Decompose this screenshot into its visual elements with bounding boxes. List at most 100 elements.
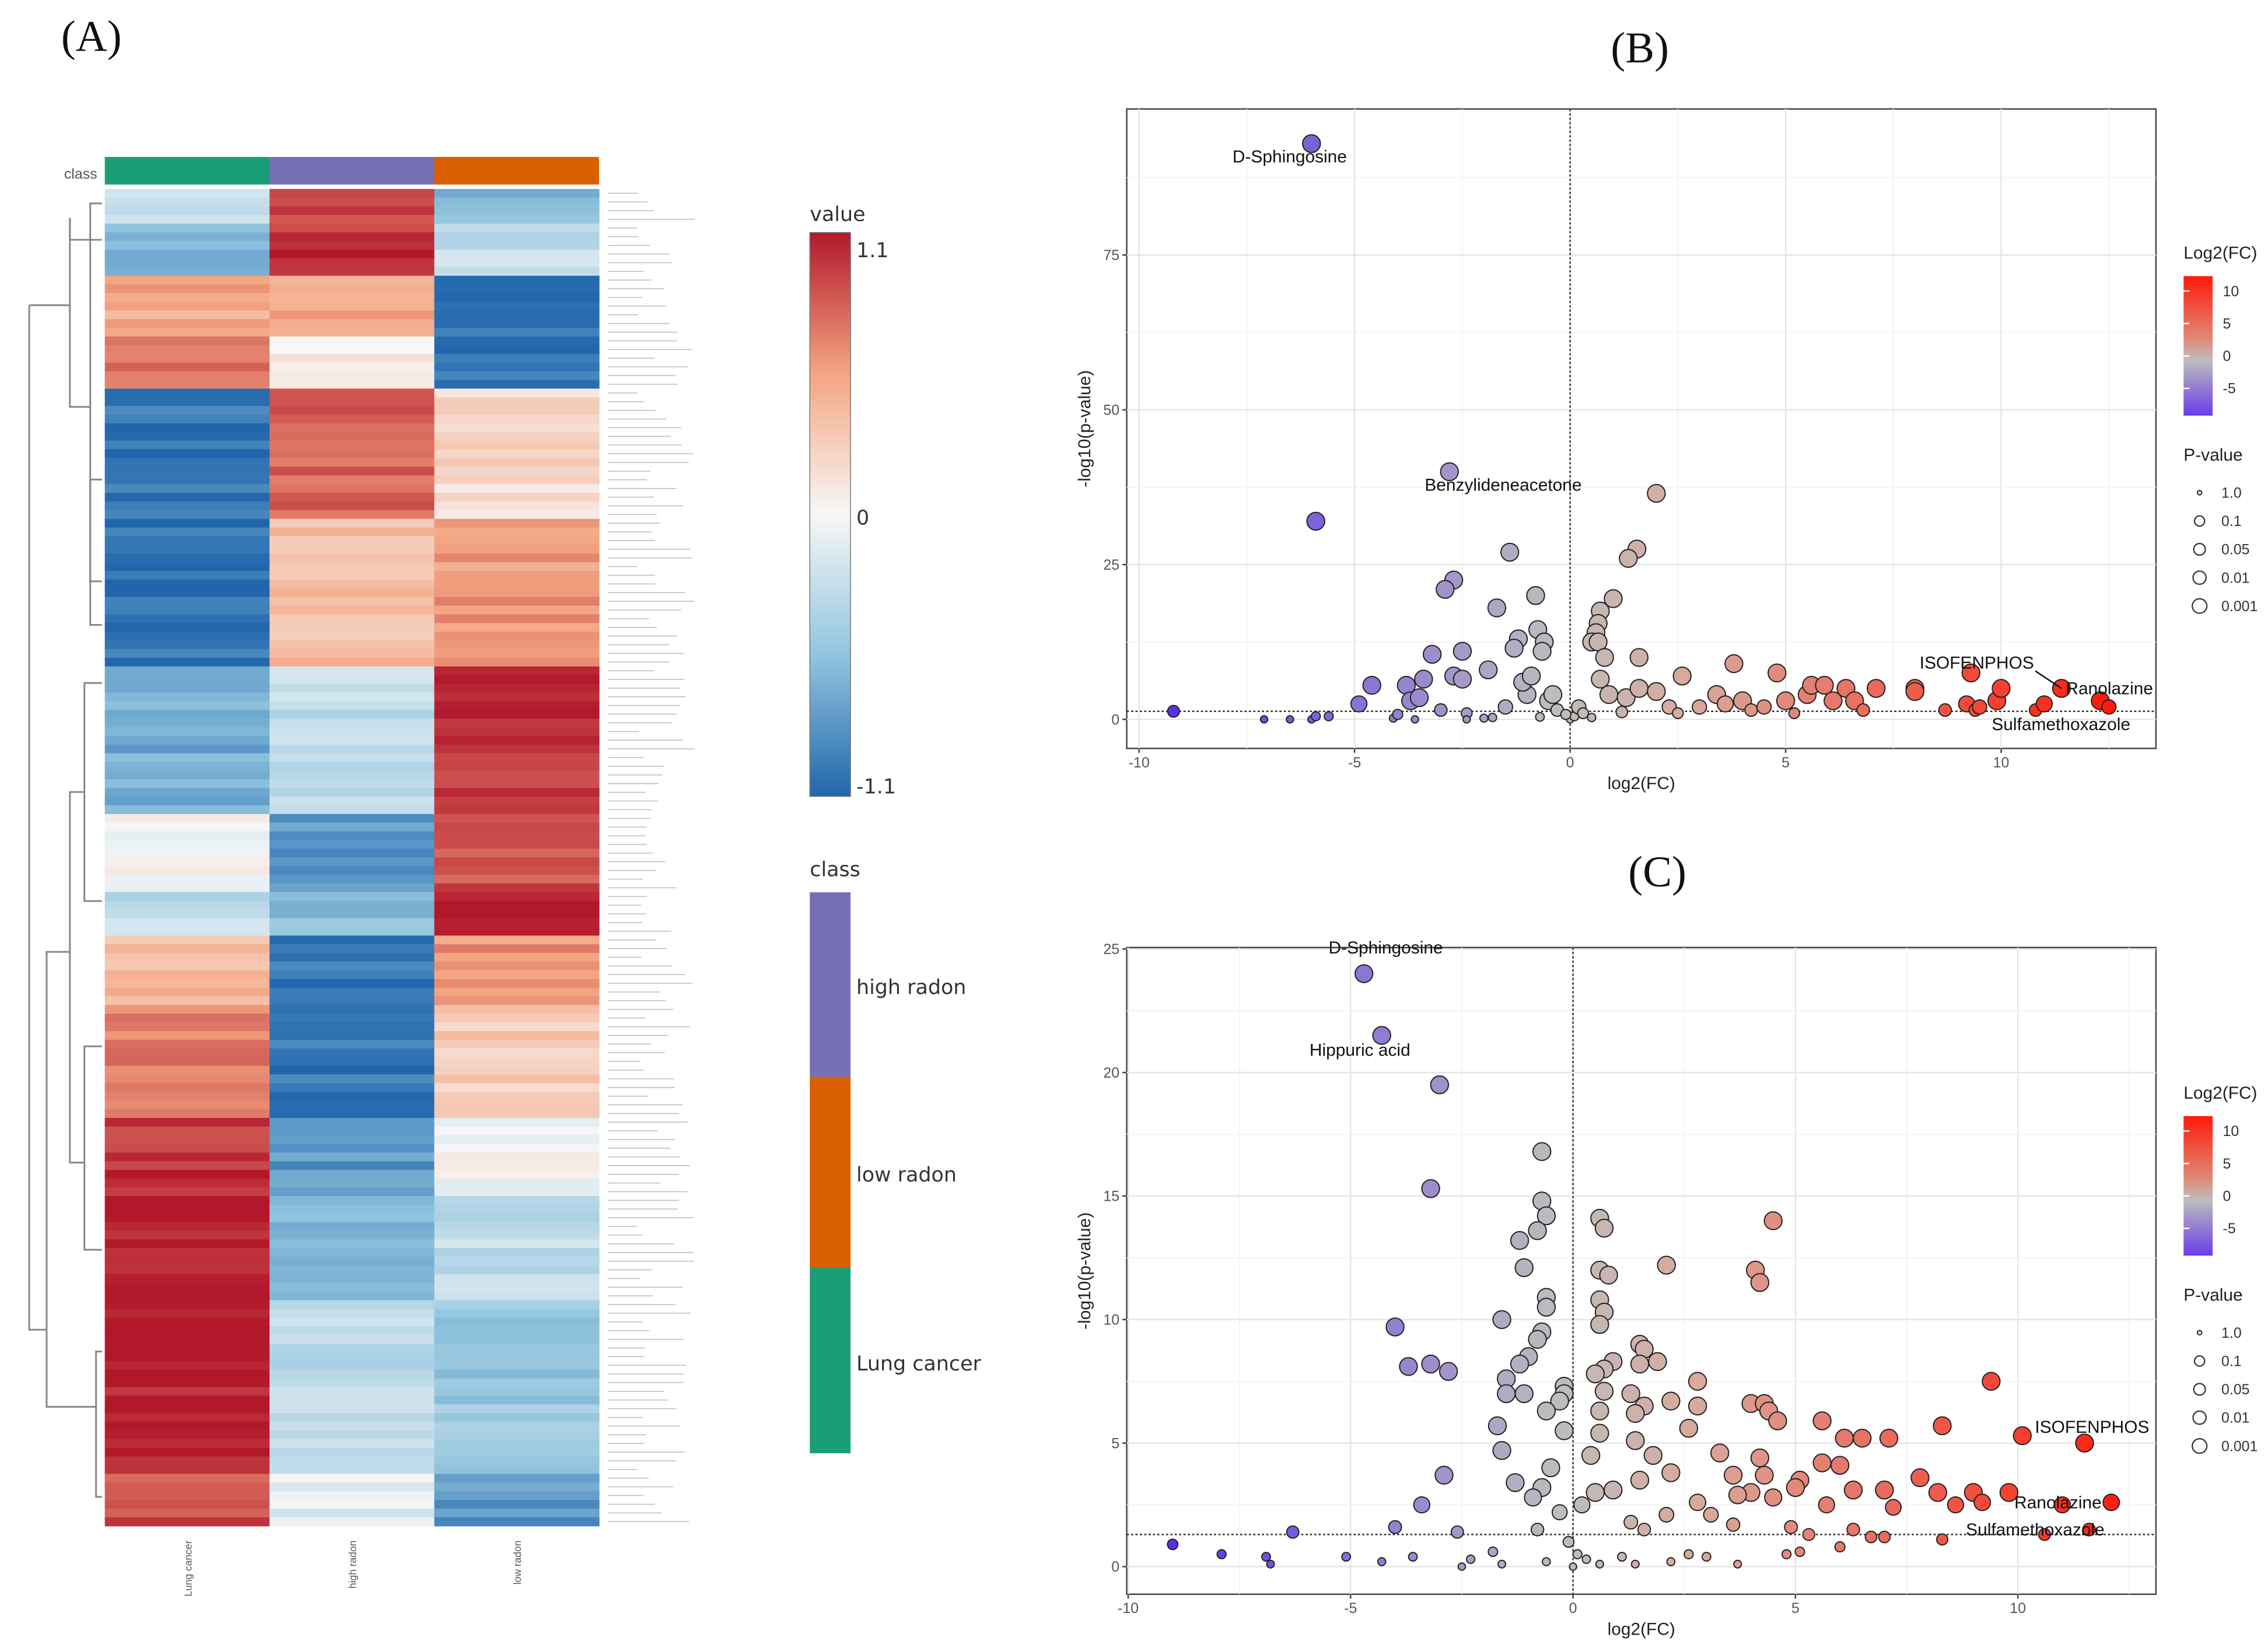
data-point bbox=[1710, 1443, 1730, 1463]
heatmap-cell bbox=[270, 1195, 435, 1205]
heatmap-cell bbox=[104, 1369, 270, 1379]
data-point bbox=[1604, 1480, 1623, 1500]
heatmap-cell bbox=[270, 979, 435, 988]
heatmap-cell bbox=[434, 987, 600, 997]
data-point bbox=[1728, 1485, 1747, 1505]
heatmap-cell bbox=[104, 1309, 270, 1319]
x-tick-label: 10 bbox=[1993, 755, 2010, 771]
heatmap-cell bbox=[270, 805, 435, 815]
heatmap-cell bbox=[270, 1447, 435, 1457]
heatmap-cell bbox=[104, 1135, 270, 1145]
data-point bbox=[1410, 715, 1419, 724]
heatmap-cell bbox=[434, 345, 600, 355]
data-point bbox=[1846, 1523, 1860, 1537]
heatmap-cell bbox=[434, 197, 600, 207]
point-annotation: ISOFENPHOS bbox=[2035, 1418, 2149, 1437]
heatmap-cell bbox=[270, 692, 435, 702]
heatmap-cell bbox=[434, 475, 600, 485]
heatmap-cell bbox=[270, 250, 435, 259]
data-point bbox=[1581, 1554, 1591, 1564]
heatmap-cell bbox=[434, 1005, 600, 1015]
heatmap-cell bbox=[270, 1057, 435, 1067]
heatmap-cell bbox=[270, 319, 435, 328]
data-point bbox=[1647, 682, 1666, 701]
data-point bbox=[1577, 707, 1590, 720]
heatmap-cell bbox=[434, 614, 600, 624]
heatmap-cell bbox=[270, 493, 435, 502]
heatmap-cell bbox=[270, 223, 435, 233]
heatmap-cell bbox=[104, 1456, 270, 1466]
heatmap-cell bbox=[104, 1048, 270, 1058]
row-labels bbox=[607, 192, 695, 1522]
heatmap-cell bbox=[104, 197, 270, 207]
heatmap-cell bbox=[270, 275, 435, 285]
data-point bbox=[1878, 1530, 1891, 1544]
heatmap-cell bbox=[434, 822, 600, 832]
heatmap-cell bbox=[104, 432, 270, 441]
heatmap-cell bbox=[434, 1300, 600, 1310]
data-point bbox=[1733, 1559, 1742, 1569]
heatmap-cell bbox=[434, 866, 600, 875]
heatmap-cell bbox=[434, 927, 600, 937]
heatmap-cell bbox=[270, 1092, 435, 1101]
color-legend-tick-label: 10 bbox=[2223, 1123, 2239, 1139]
heatmap-cell bbox=[104, 1152, 270, 1162]
heatmap-cell bbox=[434, 979, 600, 988]
data-point bbox=[2102, 1493, 2120, 1512]
heatmap-cell bbox=[104, 562, 270, 571]
data-point bbox=[1532, 641, 1552, 661]
heatmap-cell bbox=[270, 562, 435, 571]
heatmap-cell bbox=[104, 188, 270, 198]
heatmap-cell bbox=[434, 1031, 600, 1040]
data-point bbox=[1462, 715, 1471, 724]
heatmap-cell bbox=[270, 1161, 435, 1171]
heatmap-cell bbox=[104, 1100, 270, 1110]
data-point bbox=[1479, 660, 1498, 679]
data-point bbox=[1830, 1456, 1850, 1475]
data-point bbox=[2035, 695, 2053, 713]
heatmap-cell bbox=[270, 701, 435, 710]
heatmap-cell bbox=[104, 1005, 270, 1015]
data-point bbox=[1526, 586, 1545, 605]
heatmap-cell bbox=[434, 1430, 600, 1440]
heatmap-cell bbox=[104, 1387, 270, 1397]
heatmap-cell bbox=[434, 406, 600, 415]
heatmap-cell bbox=[434, 1465, 600, 1475]
size-legend-label: 0.1 bbox=[2221, 513, 2242, 530]
heatmap-cell bbox=[270, 961, 435, 971]
point-annotation: Hippuric acid bbox=[1310, 1040, 1410, 1060]
heatmap-cell bbox=[434, 900, 600, 910]
heatmap-cell bbox=[434, 1092, 600, 1101]
heatmap-cell bbox=[270, 215, 435, 225]
data-point bbox=[1716, 695, 1734, 713]
data-point bbox=[1856, 703, 1870, 717]
data-point bbox=[1658, 1506, 1675, 1523]
x-axis-title: log2(FC) bbox=[1608, 774, 1675, 793]
data-point bbox=[2101, 699, 2117, 715]
heatmap-cell bbox=[104, 1395, 270, 1405]
heatmap-cell bbox=[104, 1265, 270, 1275]
data-point bbox=[1784, 1520, 1798, 1534]
data-point bbox=[1688, 1396, 1707, 1416]
heatmap-cell bbox=[270, 501, 435, 511]
heatmap-cell bbox=[104, 805, 270, 815]
heatmap-cell bbox=[270, 710, 435, 719]
heatmap-cell bbox=[434, 423, 600, 433]
heatmap-cell bbox=[434, 1335, 600, 1344]
heatmap-cell bbox=[434, 944, 600, 953]
heatmap-cell bbox=[270, 518, 435, 528]
size-legend-symbol bbox=[2193, 542, 2206, 556]
data-point bbox=[1535, 711, 1545, 722]
data-point bbox=[1409, 688, 1429, 707]
x-axis-title: log2(FC) bbox=[1608, 1620, 1675, 1639]
heatmap-cell bbox=[270, 371, 435, 381]
class-annotation-bar bbox=[104, 157, 599, 185]
heatmap-cell bbox=[434, 909, 600, 919]
data-point bbox=[1679, 1419, 1699, 1438]
color-legend-tick-label: 10 bbox=[2223, 283, 2239, 300]
heatmap-cell bbox=[270, 987, 435, 997]
heatmap-cell bbox=[270, 735, 435, 745]
heatmap-cell bbox=[104, 1248, 270, 1257]
data-point bbox=[1521, 667, 1541, 686]
heatmap-cell bbox=[104, 848, 270, 858]
